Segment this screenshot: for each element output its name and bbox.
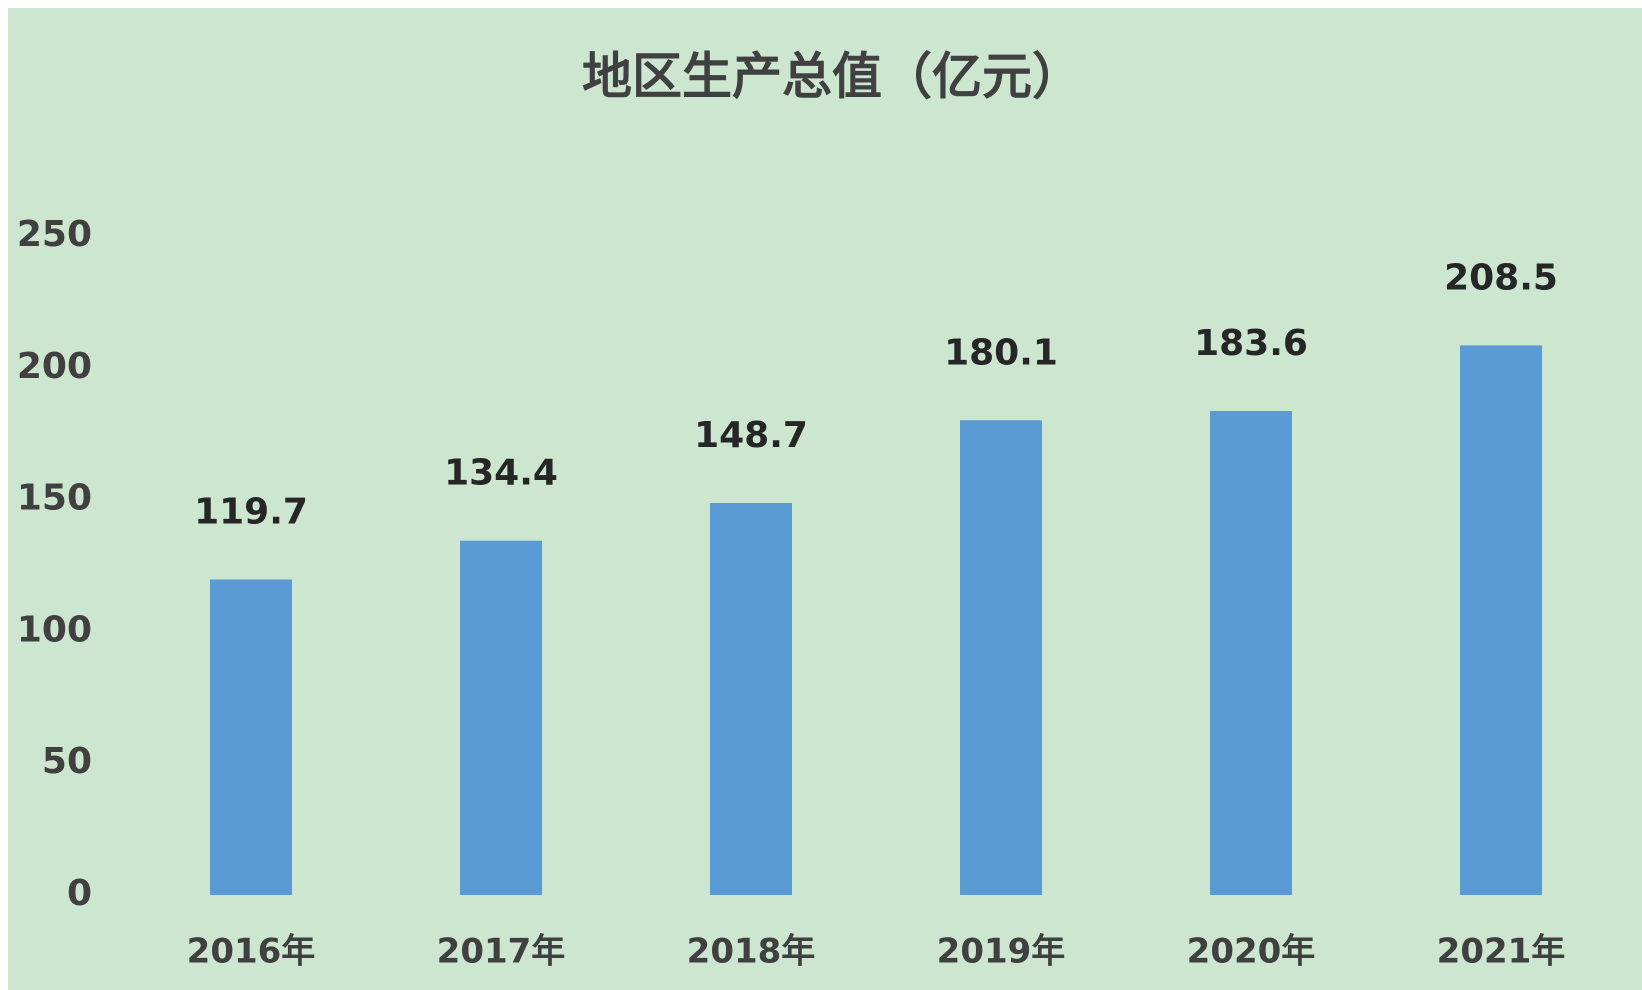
x-tick-label: 2021年: [1437, 932, 1566, 972]
x-tick-label: 2018年: [687, 932, 816, 972]
x-tick-label: 2016年: [187, 932, 316, 972]
bar: [1460, 345, 1542, 895]
data-label: 180.1: [944, 332, 1058, 373]
y-tick-label: 150: [17, 478, 92, 519]
bar: [460, 540, 542, 895]
chart-title: 地区生产总值（亿元）: [582, 48, 1082, 106]
y-tick-label: 50: [42, 741, 92, 782]
data-label: 134.4: [444, 453, 558, 494]
data-label: 148.7: [694, 415, 808, 456]
y-tick-label: 250: [17, 214, 92, 255]
bar: [1210, 411, 1292, 895]
bar: [710, 503, 792, 895]
x-tick-label: 2017年: [437, 932, 566, 972]
bar: [210, 579, 292, 895]
bar: [960, 420, 1042, 895]
x-tick-label: 2020年: [1187, 932, 1316, 972]
y-tick-label: 0: [67, 873, 92, 914]
y-tick-label: 200: [17, 346, 92, 387]
data-label: 208.5: [1444, 257, 1558, 298]
data-label: 183.6: [1194, 323, 1308, 364]
y-tick-label: 100: [17, 609, 92, 650]
x-tick-label: 2019年: [937, 932, 1066, 972]
data-label: 119.7: [194, 491, 308, 532]
